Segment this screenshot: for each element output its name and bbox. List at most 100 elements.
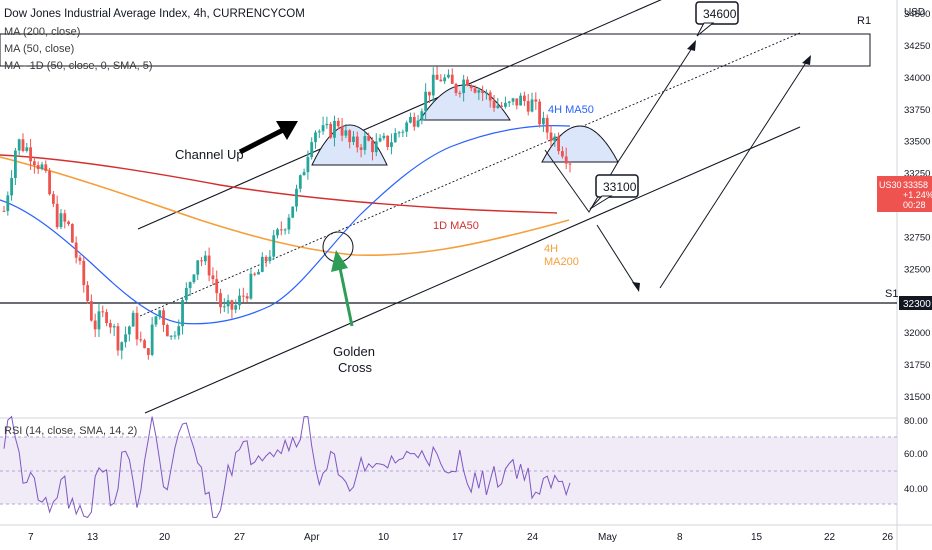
candle-body bbox=[371, 140, 374, 153]
candle-body bbox=[409, 116, 412, 123]
candle-body bbox=[462, 79, 466, 94]
candle-body bbox=[545, 117, 549, 133]
candle-body bbox=[336, 120, 340, 127]
price-tick: 32500 bbox=[904, 264, 930, 275]
golden-cross-label-1: Golden bbox=[333, 344, 375, 359]
candle-body bbox=[200, 260, 203, 262]
candle-body bbox=[260, 256, 264, 272]
candle-body bbox=[291, 206, 295, 218]
candle-body bbox=[44, 164, 48, 171]
candle-body bbox=[519, 95, 523, 106]
target-up-callout[interactable] bbox=[695, 1, 739, 25]
candle-body bbox=[55, 203, 59, 228]
candle-body bbox=[344, 130, 348, 136]
candle-body bbox=[306, 157, 310, 173]
ma50-1d-label: 1D MA50 bbox=[433, 220, 479, 232]
candle-body bbox=[287, 217, 291, 230]
candle-body bbox=[21, 139, 25, 151]
candle-body bbox=[378, 138, 382, 142]
candle-body bbox=[188, 282, 192, 289]
time-tick: 7 bbox=[28, 532, 34, 543]
candle-body bbox=[196, 260, 200, 275]
channel-lower-line[interactable] bbox=[144, 126, 801, 414]
s1-label: S1 bbox=[885, 288, 898, 300]
candle-body bbox=[222, 306, 226, 308]
candle-body bbox=[363, 136, 367, 150]
candle-body bbox=[169, 335, 173, 337]
indicator-ma200-label[interactable]: MA (200, close) bbox=[4, 26, 81, 38]
candle-body bbox=[249, 273, 253, 299]
candle-body bbox=[507, 101, 511, 103]
indicator-ma1d-label[interactable]: MA - 1D (50, close, 0, SMA, 5) bbox=[4, 60, 153, 72]
ma200-4h-label-1: 4H bbox=[544, 243, 558, 255]
candle-body bbox=[295, 188, 298, 207]
price-tick: 33750 bbox=[904, 105, 930, 116]
candle-body bbox=[428, 91, 431, 96]
candle-body bbox=[473, 88, 477, 93]
last-price-tag[interactable] bbox=[877, 176, 932, 212]
candle-body bbox=[63, 213, 67, 222]
candle-body bbox=[184, 288, 188, 300]
candle-body bbox=[333, 120, 336, 138]
channel-mid-line[interactable] bbox=[139, 32, 801, 317]
candle-body bbox=[466, 79, 469, 86]
golden-cross-arrow-shaft bbox=[338, 267, 354, 327]
candle-body bbox=[454, 83, 458, 94]
candle-body bbox=[367, 136, 371, 141]
candle-body bbox=[393, 133, 397, 143]
time-tick: 15 bbox=[751, 532, 763, 543]
candle-body bbox=[435, 74, 439, 80]
candle-body bbox=[374, 141, 378, 153]
candle-body bbox=[526, 101, 530, 112]
candle-body bbox=[234, 305, 238, 310]
candle-body bbox=[124, 334, 127, 343]
candle-body bbox=[112, 326, 116, 328]
candle-body bbox=[561, 151, 564, 157]
candle-body bbox=[67, 221, 70, 225]
candle-body bbox=[496, 105, 500, 108]
candle-body bbox=[386, 135, 390, 148]
candle-body bbox=[230, 300, 234, 310]
candle-body bbox=[310, 142, 314, 158]
candle-body bbox=[108, 323, 112, 328]
target-down-callout[interactable] bbox=[595, 174, 639, 198]
price-tick: 34250 bbox=[904, 41, 930, 52]
candle-body bbox=[500, 105, 504, 107]
candle-body bbox=[139, 339, 143, 341]
candle-body bbox=[238, 295, 241, 306]
channel-up-arrow-head bbox=[276, 121, 298, 140]
channel-up-label: Channel Up bbox=[175, 147, 244, 162]
candle-body bbox=[279, 229, 283, 231]
candle-body bbox=[553, 136, 557, 142]
candle-body bbox=[549, 132, 553, 142]
time-tick: 17 bbox=[452, 532, 464, 543]
projection-path-alt-up bbox=[659, 57, 810, 289]
candle-body bbox=[568, 163, 572, 165]
price-tick: 31750 bbox=[904, 360, 930, 371]
candle-body bbox=[523, 95, 526, 102]
candle-body bbox=[207, 255, 211, 276]
candle-body bbox=[165, 324, 169, 337]
time-tick: 20 bbox=[159, 532, 171, 543]
price-tick: 33250 bbox=[904, 169, 930, 180]
candle-body bbox=[450, 74, 454, 84]
candle-body bbox=[40, 164, 44, 169]
candle-body bbox=[390, 142, 393, 148]
golden-cross-arrow-head bbox=[331, 250, 348, 272]
r1-resistance-zone[interactable] bbox=[0, 33, 871, 67]
price-tick: 34500 bbox=[904, 9, 930, 20]
candle-body bbox=[78, 257, 82, 261]
time-tick: Apr bbox=[304, 532, 320, 543]
candle-body bbox=[397, 132, 401, 134]
indicator-ma50-label[interactable]: MA (50, close) bbox=[4, 43, 75, 55]
rsi-line bbox=[3, 415, 571, 518]
price-tick: 34000 bbox=[904, 73, 930, 84]
candle-body bbox=[226, 300, 230, 307]
rsi-tick-80: 80.00 bbox=[904, 416, 928, 427]
candle-body bbox=[253, 273, 257, 275]
candle-body bbox=[405, 122, 409, 132]
indicator-rsi-label[interactable]: RSI (14, close, SMA, 14, 2) bbox=[4, 425, 138, 437]
price-tick: 33500 bbox=[904, 137, 930, 148]
channel-upper-line[interactable] bbox=[137, 0, 665, 230]
